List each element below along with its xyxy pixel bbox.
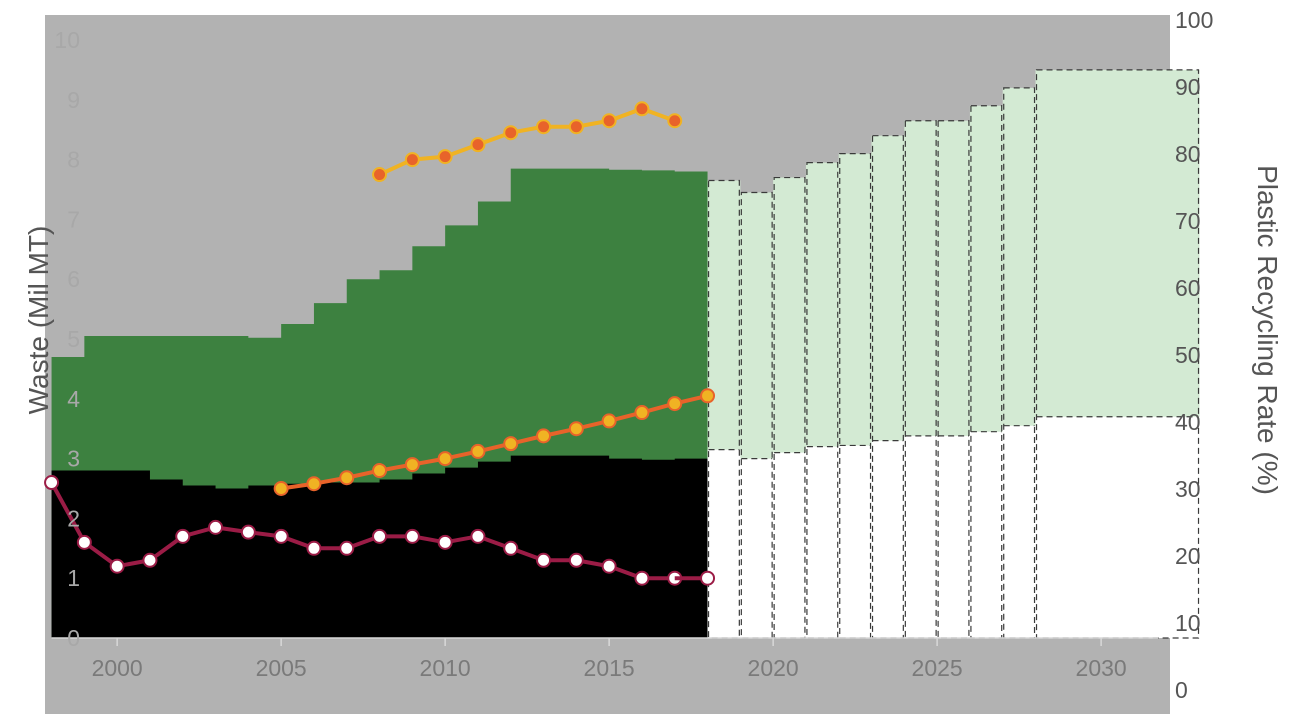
y-tick-label: 4	[67, 386, 80, 412]
y-tick-label: 1	[67, 565, 80, 591]
y-tick-label: 10	[54, 27, 80, 53]
y2-tick-label: 80	[1175, 141, 1201, 167]
orange-line-point	[437, 451, 453, 467]
maroon-line-point	[175, 528, 191, 544]
projected-column-outline	[773, 176, 806, 639]
yellow-line-point	[470, 137, 486, 153]
orange-line-point	[470, 443, 486, 459]
orange-line-point	[536, 428, 552, 444]
maroon-line-point	[273, 528, 289, 544]
yellow-line-point	[536, 119, 552, 135]
x-tick-label: 2010	[420, 655, 471, 681]
y2-tick-label: 100	[1175, 7, 1213, 33]
y2-tick-label: 60	[1175, 275, 1201, 301]
y-tick-label: 0	[67, 625, 80, 651]
yellow-line-point	[601, 113, 617, 129]
y-tick-label: 2	[67, 505, 80, 531]
y-tick-label: 7	[67, 206, 80, 232]
maroon-line-point	[700, 570, 716, 586]
y-axis-label: Waste (Mil MT)	[23, 226, 54, 415]
y2-tick-label: 30	[1175, 476, 1201, 502]
maroon-line-point	[404, 528, 420, 544]
maroon-line-point	[76, 534, 92, 550]
maroon-line-point	[470, 528, 486, 544]
maroon-line-point	[240, 524, 256, 540]
x-tick-label: 2000	[92, 655, 143, 681]
projected-base-area	[707, 416, 1200, 638]
y2-tick-label: 50	[1175, 342, 1201, 368]
maroon-line-point	[568, 552, 584, 568]
orange-line-point	[404, 457, 420, 473]
orange-line-point	[339, 470, 355, 486]
yellow-line-point	[634, 101, 650, 117]
orange-line-point	[503, 436, 519, 452]
yellow-line-point	[404, 152, 420, 168]
historical-base-area	[51, 455, 708, 638]
y2-tick-label: 0	[1175, 677, 1188, 703]
y-tick-label: 8	[67, 147, 80, 173]
maroon-line-point	[44, 475, 60, 491]
yellow-line-point	[503, 125, 519, 141]
maroon-line-point	[536, 552, 552, 568]
x-tick-label: 2025	[912, 655, 963, 681]
maroon-line-point	[503, 540, 519, 556]
orange-line-point	[634, 405, 650, 421]
x-tick-label: 2015	[584, 655, 635, 681]
projected-column-outline	[970, 105, 1003, 639]
maroon-line-point	[601, 558, 617, 574]
yellow-line-point	[437, 149, 453, 165]
maroon-line-point	[208, 519, 224, 535]
orange-line-point	[568, 421, 584, 437]
y2-tick-label: 70	[1175, 208, 1201, 234]
maroon-line-point	[306, 540, 322, 556]
orange-line-point	[273, 481, 289, 496]
y-tick-label: 9	[67, 87, 80, 113]
x-tick-label: 2005	[256, 655, 307, 681]
maroon-line-point	[339, 540, 355, 556]
y2-tick-label: 90	[1175, 74, 1201, 100]
orange-line-point	[601, 413, 617, 429]
maroon-line-point	[109, 558, 125, 574]
y2-tick-label: 20	[1175, 543, 1201, 569]
maroon-line-point	[634, 570, 650, 586]
maroon-line-point	[142, 552, 158, 568]
y2-tick-label: 40	[1175, 409, 1201, 435]
x-tick-label: 2030	[1076, 655, 1127, 681]
maroon-line-point	[437, 534, 453, 550]
projected-column-outline	[1003, 87, 1036, 639]
orange-line-point	[700, 388, 716, 404]
axes-layer: 2000 2005 2010 2015 2020 2025 2030012345678910…	[51, 7, 1213, 703]
orange-line-point	[306, 476, 322, 492]
y-tick-label: 5	[67, 326, 80, 352]
yellow-line-point	[667, 113, 683, 129]
orange-line-point	[667, 396, 683, 412]
line-layer	[44, 101, 716, 586]
y2-axis-label: Plastic Recycling Rate (%)	[1252, 165, 1283, 495]
x-tick-label: 2020	[748, 655, 799, 681]
yellow-line-point	[568, 119, 584, 135]
y-tick-label: 3	[67, 446, 80, 472]
maroon-line-point	[372, 528, 388, 544]
yellow-line-point	[372, 167, 388, 183]
y2-tick-label: 10	[1175, 610, 1201, 636]
projected-column-outline	[871, 135, 904, 639]
y-tick-label: 6	[67, 266, 80, 292]
yellow-line-series	[378, 106, 676, 177]
orange-line-point	[372, 463, 388, 479]
